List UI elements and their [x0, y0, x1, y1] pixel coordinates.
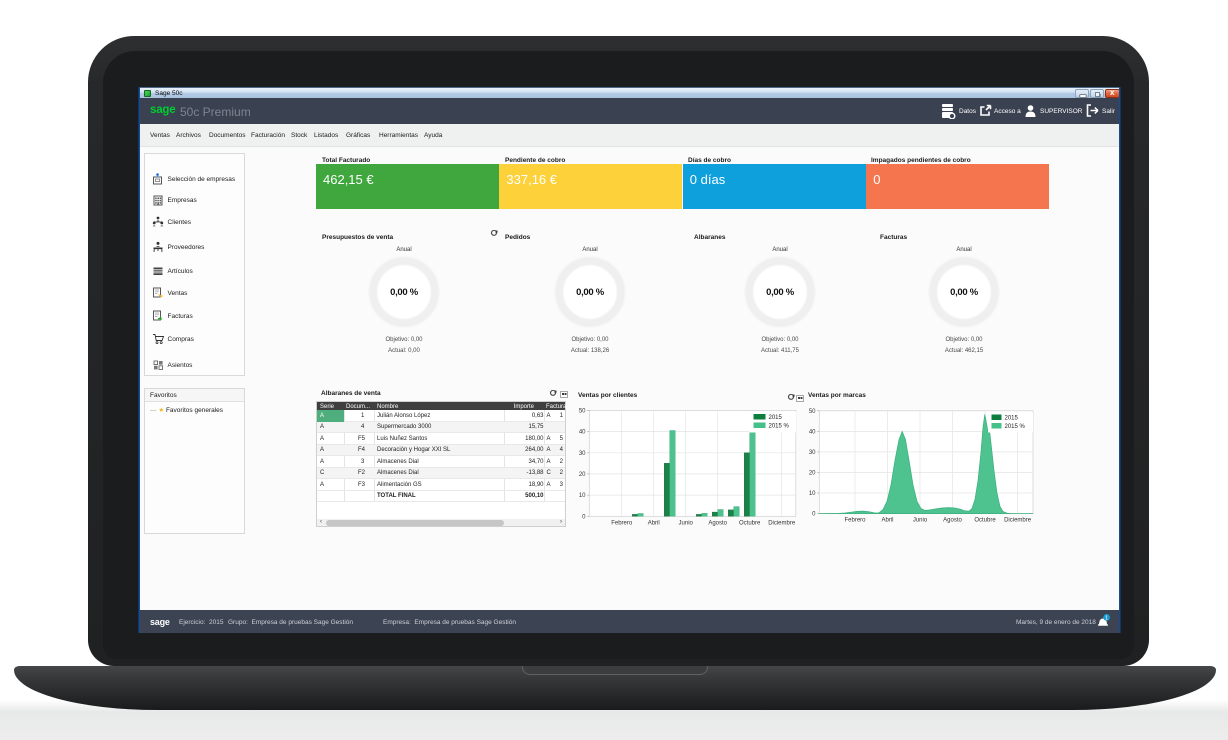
svg-text:Diciembre: Diciembre	[1004, 518, 1032, 524]
svg-text:2015 %: 2015 %	[769, 424, 790, 430]
svg-text:50: 50	[579, 408, 586, 414]
svg-text:10: 10	[809, 491, 816, 497]
svg-text:2015 %: 2015 %	[1005, 424, 1026, 430]
svg-text:30: 30	[809, 450, 816, 456]
svg-text:Agosto: Agosto	[708, 521, 727, 527]
svg-text:Febrero: Febrero	[611, 521, 633, 527]
svg-text:20: 20	[579, 472, 586, 478]
svg-text:2015: 2015	[769, 415, 783, 421]
svg-text:30: 30	[579, 451, 586, 457]
svg-text:2015: 2015	[1005, 416, 1019, 422]
svg-text:40: 40	[579, 430, 586, 436]
svg-text:Febrero: Febrero	[844, 518, 866, 524]
svg-text:Octubre: Octubre	[739, 521, 761, 527]
svg-text:Agosto: Agosto	[943, 518, 962, 524]
svg-text:Diciembre: Diciembre	[768, 521, 796, 527]
svg-text:0: 0	[812, 512, 816, 518]
svg-text:1: 1	[1105, 616, 1108, 622]
svg-text:50: 50	[809, 409, 816, 415]
svg-text:0: 0	[582, 514, 586, 520]
svg-text:40: 40	[809, 429, 816, 435]
svg-text:10: 10	[579, 493, 586, 499]
svg-text:Junio: Junio	[679, 521, 694, 527]
svg-text:20: 20	[809, 471, 816, 477]
svg-text:Junio: Junio	[913, 518, 928, 524]
svg-text:Abril: Abril	[881, 518, 893, 524]
svg-text:Octubre: Octubre	[974, 518, 996, 524]
svg-text:Abril: Abril	[648, 521, 660, 527]
